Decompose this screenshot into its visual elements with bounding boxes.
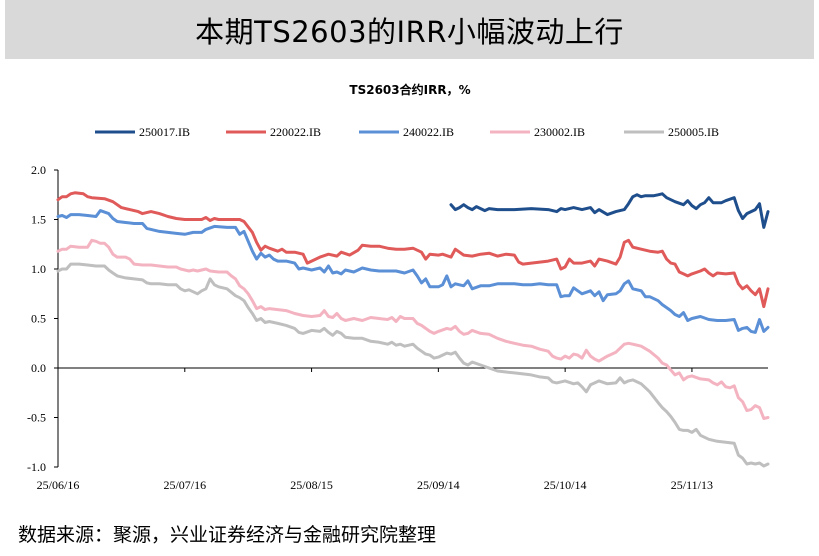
y-tick-label: -1.0 — [27, 460, 46, 474]
series-line-230002.IB — [56, 238, 770, 420]
irr-line-chart: TS2603合约IRR，% 250017.IB 220022.IB 240022.I… — [27, 82, 770, 492]
series-line-240022.IB — [56, 209, 770, 334]
chart-title: TS2603合约IRR，% — [349, 82, 470, 97]
x-tick-label: 25/10/14 — [544, 478, 587, 492]
legend-label: 220022.IB — [270, 125, 321, 139]
y-tick-label: 1.0 — [31, 262, 46, 276]
page-title: 本期TS2603的IRR小幅波动上行 — [195, 14, 624, 49]
x-tick-label: 25/09/14 — [417, 478, 460, 492]
chart-axes: 2.0 1.5 1.0 0.5 0.0 -0.5 -1.0 25/06/16 25/07/16 2… — [27, 163, 768, 492]
x-tick-label: 25/07/16 — [163, 478, 206, 492]
series-line-220022.IB — [56, 191, 770, 309]
source-note: 数据来源：聚源，兴业证券经济与金融研究院整理 — [18, 524, 437, 546]
y-tick-label: 0.5 — [31, 312, 46, 326]
x-tick-label: 25/06/16 — [37, 478, 80, 492]
y-tick-label: 0.0 — [31, 361, 46, 375]
chart-legend: 250017.IB 220022.IB 240022.IB 230002.IB 2500… — [95, 125, 719, 139]
series-line-250005.IB — [56, 262, 770, 468]
y-tick-label: 2.0 — [31, 163, 46, 177]
legend-label: 230002.IB — [534, 125, 585, 139]
x-tick-label: 25/11/13 — [671, 478, 713, 492]
legend-label: 250017.IB — [139, 125, 190, 139]
legend-label: 250005.IB — [668, 125, 719, 139]
series-line-250017.IB — [449, 192, 770, 229]
y-tick-label: -0.5 — [27, 411, 46, 425]
x-tick-label: 25/08/15 — [290, 478, 333, 492]
chart-series — [56, 191, 770, 468]
y-tick-label: 1.5 — [31, 213, 46, 227]
header-banner: 本期TS2603的IRR小幅波动上行 — [5, 0, 814, 59]
legend-label: 240022.IB — [403, 125, 454, 139]
